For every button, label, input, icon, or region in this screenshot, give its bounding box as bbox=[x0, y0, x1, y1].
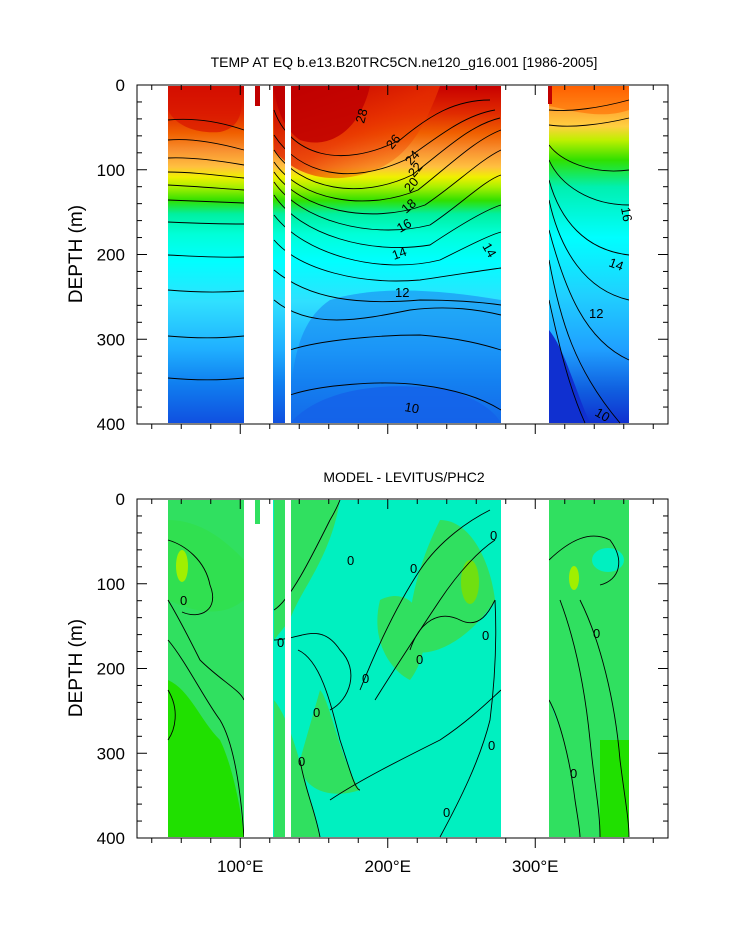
contour-label: 0 bbox=[488, 738, 495, 753]
contour-label: 10 bbox=[593, 405, 613, 425]
top-contour-lines bbox=[167, 99, 630, 424]
contour-label: 0 bbox=[443, 805, 450, 820]
contour-label: 16 bbox=[618, 206, 635, 223]
contour-label: 0 bbox=[298, 754, 305, 769]
contour-label: 12 bbox=[395, 285, 409, 300]
contour-label: 0 bbox=[593, 626, 600, 641]
bottom-contour-lines bbox=[167, 499, 630, 838]
contour-label: 0 bbox=[277, 635, 284, 650]
x-tick-label: 100°E bbox=[217, 857, 264, 876]
top-panel: TEMP AT EQ b.e13.B20TRC5CN.ne120_g16.001… bbox=[66, 54, 669, 434]
bottom-contour-labels: 0 0 0 0 0 0 0 0 0 0 0 0 0 0 bbox=[180, 528, 600, 820]
top-panel-title: TEMP AT EQ b.e13.B20TRC5CN.ne120_g16.001… bbox=[211, 54, 598, 70]
contour-label: 16 bbox=[394, 215, 414, 235]
contour-label: 14 bbox=[390, 244, 409, 263]
y-tick-label: 400 bbox=[97, 415, 125, 434]
y-tick-label: 200 bbox=[97, 660, 125, 679]
top-axis: 0 100 200 300 400 bbox=[97, 76, 668, 434]
x-tick-label: 300°E bbox=[512, 857, 559, 876]
contour-label: 0 bbox=[362, 671, 369, 686]
top-land-mask bbox=[244, 86, 549, 423]
y-tick-label: 0 bbox=[116, 490, 125, 509]
contour-label: 14 bbox=[479, 240, 499, 260]
x-tick-label: 200°E bbox=[364, 857, 411, 876]
y-tick-label: 100 bbox=[97, 575, 125, 594]
y-tick-label: 100 bbox=[97, 161, 125, 180]
y-tick-label: 400 bbox=[97, 829, 125, 848]
contour-label: 12 bbox=[589, 306, 603, 321]
contour-label: 0 bbox=[347, 553, 354, 568]
bottom-islands bbox=[255, 500, 260, 524]
bottom-axis: 0 100 200 300 400 100°E 200°E 300°E bbox=[97, 490, 668, 876]
y-tick-label: 300 bbox=[97, 744, 125, 763]
top-y-axis-label: DEPTH (m) bbox=[66, 205, 87, 303]
y-tick-label: 0 bbox=[116, 76, 125, 95]
bottom-panel: MODEL - LEVITUS/PHC2 bbox=[66, 469, 669, 876]
contour-label: 0 bbox=[180, 593, 187, 608]
bottom-land-mask bbox=[244, 500, 549, 837]
contour-label: 0 bbox=[410, 561, 417, 576]
contour-label: 14 bbox=[607, 255, 626, 274]
contour-label: 0 bbox=[416, 652, 423, 667]
contour-label: 0 bbox=[570, 766, 577, 781]
contour-label: 0 bbox=[482, 628, 489, 643]
bottom-y-axis-label: DEPTH (m) bbox=[66, 619, 87, 717]
contour-label: 28 bbox=[352, 107, 370, 125]
contour-label: 10 bbox=[403, 399, 420, 416]
contour-label: 0 bbox=[490, 528, 497, 543]
top-islands bbox=[255, 86, 552, 106]
bottom-panel-title: MODEL - LEVITUS/PHC2 bbox=[323, 469, 485, 485]
contour-label: 0 bbox=[313, 705, 320, 720]
y-tick-label: 200 bbox=[97, 246, 125, 265]
y-tick-label: 300 bbox=[97, 330, 125, 349]
